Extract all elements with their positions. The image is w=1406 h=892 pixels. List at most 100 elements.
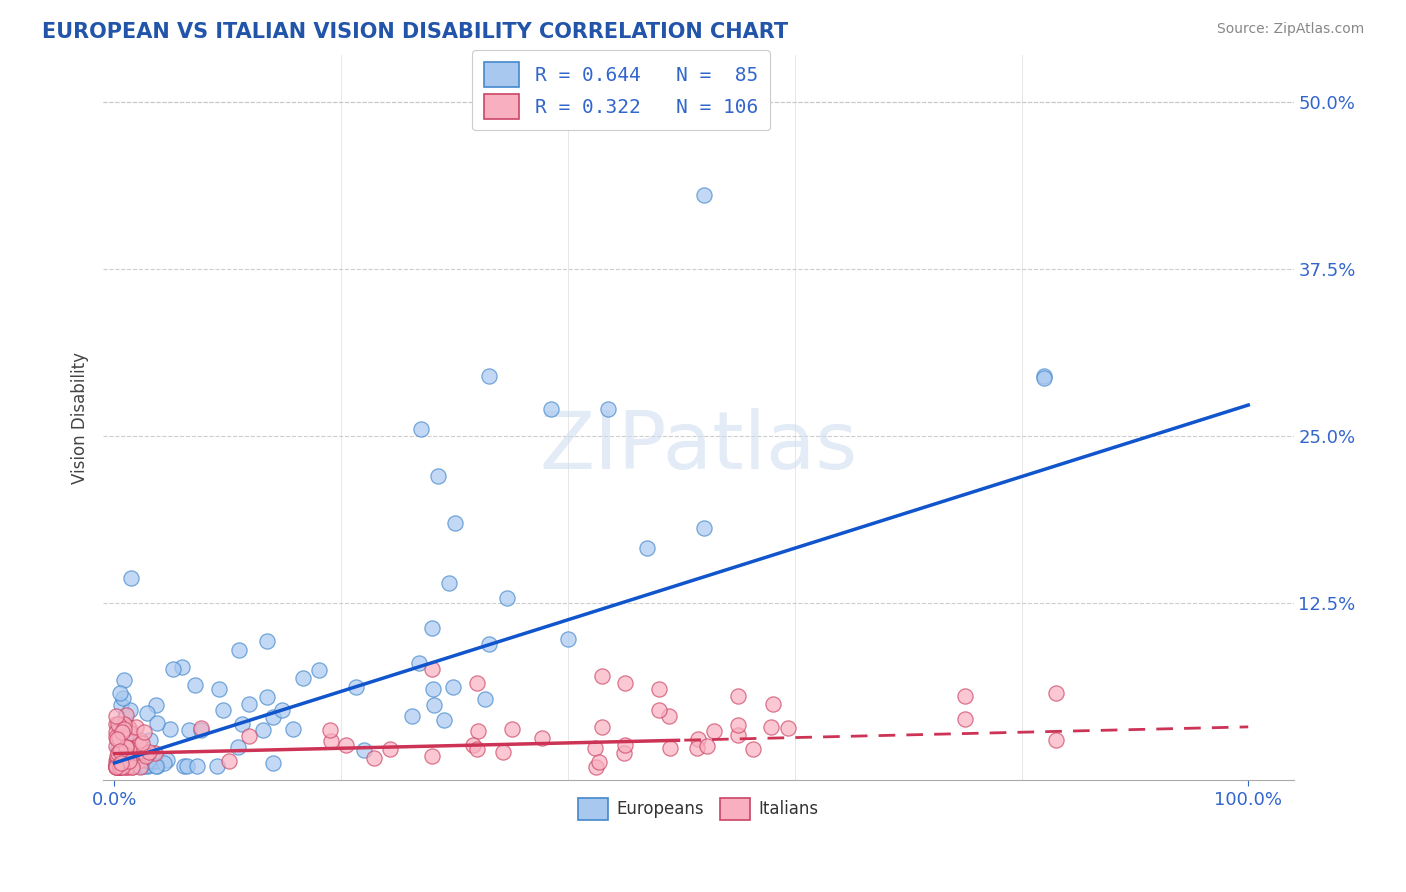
Point <box>115 708 138 723</box>
Point <box>465 742 488 756</box>
Point <box>588 755 610 769</box>
Text: ZIPatlas: ZIPatlas <box>540 408 858 486</box>
Point <box>152 756 174 770</box>
Point <box>114 758 136 772</box>
Point <box>344 680 367 694</box>
Point <box>118 754 141 768</box>
Point <box>118 721 141 735</box>
Point <box>112 760 135 774</box>
Point <box>104 758 127 772</box>
Point <box>1033 371 1056 385</box>
Point <box>423 698 446 712</box>
Point <box>613 675 636 690</box>
Point <box>465 675 488 690</box>
Point <box>420 663 443 677</box>
Point <box>693 520 716 534</box>
Point <box>115 756 138 771</box>
Point <box>186 758 208 772</box>
Point <box>121 760 143 774</box>
Point <box>228 642 250 657</box>
Y-axis label: Vision Disability: Vision Disability <box>72 351 89 483</box>
Point <box>1045 686 1067 700</box>
Point <box>256 634 278 648</box>
Point <box>353 742 375 756</box>
Point <box>108 760 131 774</box>
Point <box>104 760 127 774</box>
Point <box>238 729 260 743</box>
Point <box>463 738 485 752</box>
Point <box>443 516 465 530</box>
Point <box>256 690 278 704</box>
Point <box>110 686 132 700</box>
Point <box>636 541 658 555</box>
Point <box>262 756 284 771</box>
Point <box>727 728 749 742</box>
Point <box>146 715 169 730</box>
Point <box>212 703 235 717</box>
Point <box>156 753 179 767</box>
Point <box>422 681 444 696</box>
Point <box>426 468 449 483</box>
Point <box>112 722 135 736</box>
Point <box>540 402 562 417</box>
Point <box>110 698 132 712</box>
Point <box>134 758 156 772</box>
Point <box>380 741 402 756</box>
Point <box>1045 732 1067 747</box>
Point <box>557 632 579 647</box>
Point <box>292 671 315 685</box>
Point <box>115 760 138 774</box>
Point <box>953 712 976 726</box>
Point <box>105 760 128 774</box>
Point <box>120 754 142 768</box>
Point <box>693 188 716 202</box>
Point <box>696 739 718 754</box>
Point <box>131 735 153 749</box>
Point <box>262 710 284 724</box>
Point <box>107 760 129 774</box>
Point <box>117 720 139 734</box>
Point <box>492 745 515 759</box>
Point <box>112 735 135 749</box>
Point <box>145 698 167 713</box>
Point <box>108 752 131 766</box>
Point <box>115 740 138 755</box>
Point <box>281 723 304 737</box>
Point <box>205 758 228 772</box>
Point <box>437 576 460 591</box>
Point <box>107 741 129 756</box>
Point <box>335 738 357 752</box>
Point <box>120 758 142 772</box>
Point <box>596 402 619 417</box>
Point <box>433 714 456 728</box>
Point <box>208 681 231 696</box>
Point <box>115 739 138 754</box>
Point <box>583 741 606 756</box>
Point <box>252 723 274 737</box>
Point <box>145 758 167 772</box>
Point <box>420 621 443 635</box>
Point <box>108 760 131 774</box>
Point <box>105 748 128 763</box>
Point <box>105 751 128 765</box>
Point <box>105 758 128 772</box>
Legend: Europeans, Italians: Europeans, Italians <box>571 791 825 826</box>
Point <box>759 720 782 734</box>
Point <box>478 637 501 651</box>
Point <box>647 682 669 697</box>
Point <box>104 730 127 744</box>
Point <box>108 718 131 732</box>
Point <box>115 760 138 774</box>
Point <box>105 724 128 739</box>
Point <box>108 731 131 746</box>
Point <box>1033 368 1056 383</box>
Point <box>172 659 194 673</box>
Point <box>104 717 127 731</box>
Point <box>467 723 489 738</box>
Point <box>136 706 159 720</box>
Point <box>762 698 785 712</box>
Point <box>727 689 749 703</box>
Point <box>120 703 142 717</box>
Point <box>478 368 501 383</box>
Point <box>145 746 167 760</box>
